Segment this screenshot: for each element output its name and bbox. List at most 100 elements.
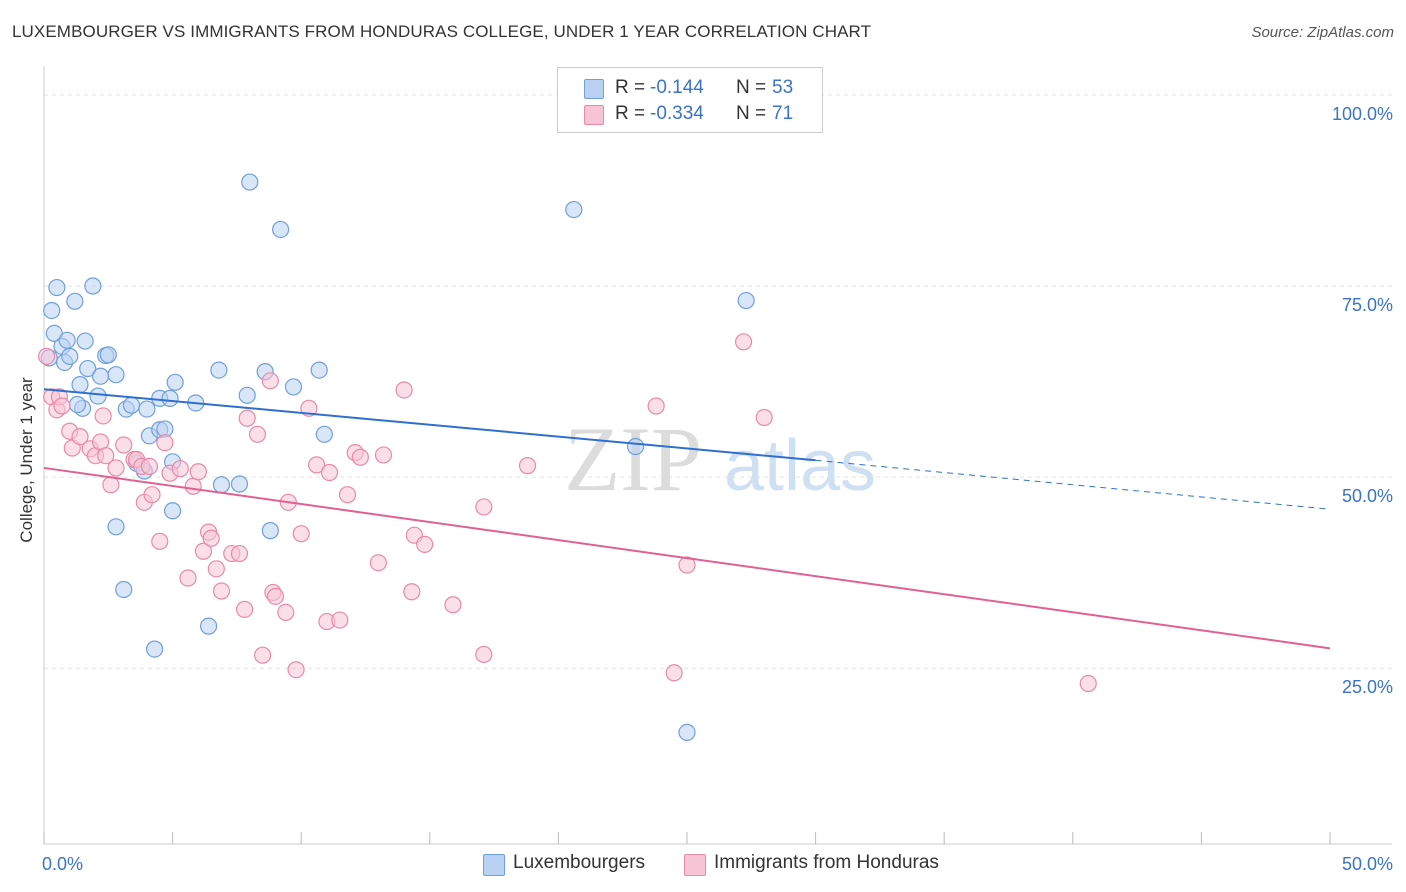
legend-swatch-blue xyxy=(584,79,604,99)
legend-swatch-pink xyxy=(584,105,604,125)
data-point-honduras xyxy=(238,409,256,427)
y-tick-label: 100.0% xyxy=(1332,104,1393,124)
data-point-honduras xyxy=(351,448,369,466)
data-point-honduras xyxy=(212,582,231,600)
legend-n-label: N = xyxy=(736,77,767,98)
legend-r-label: R = xyxy=(615,103,646,124)
watermark-zip: ZIP xyxy=(564,408,702,510)
y-tick-label: 25.0% xyxy=(1342,677,1393,697)
data-point-honduras xyxy=(71,427,89,446)
data-point-honduras xyxy=(338,486,357,504)
source-label: Source: ZipAtlas.com xyxy=(1251,24,1394,41)
data-point-luxembourgers xyxy=(678,723,696,742)
data-point-luxembourgers xyxy=(107,518,125,536)
data-point-honduras xyxy=(156,434,174,452)
legend-r-value: -0.334 xyxy=(650,103,704,124)
data-point-luxembourgers xyxy=(115,580,133,599)
data-point-luxembourgers xyxy=(210,361,228,379)
series-label: Luxembourgers xyxy=(513,852,646,873)
tick-labels: 100.0% 75.0% 50.0% 25.0% 0.0% 50.0% xyxy=(42,104,1393,874)
data-point-honduras xyxy=(194,542,213,560)
data-point-honduras xyxy=(230,544,249,563)
y-tick-label: 50.0% xyxy=(1342,486,1393,506)
trend-line-luxembourgers xyxy=(43,388,816,462)
data-point-luxembourgers xyxy=(68,395,87,414)
data-point-honduras xyxy=(94,407,112,425)
data-point-honduras xyxy=(320,463,339,482)
data-point-honduras xyxy=(140,457,159,476)
series-swatch-pink xyxy=(684,854,706,876)
data-point-honduras xyxy=(755,408,773,427)
data-point-honduras xyxy=(53,397,71,415)
data-point-honduras xyxy=(277,603,295,622)
data-point-luxembourgers xyxy=(58,331,76,349)
data-point-honduras xyxy=(444,596,462,614)
data-point-honduras xyxy=(171,460,189,478)
data-point-luxembourgers xyxy=(315,425,333,443)
data-point-luxembourgers xyxy=(145,640,164,658)
y-tick-label: 75.0% xyxy=(1342,295,1393,315)
data-point-luxembourgers xyxy=(61,347,79,365)
data-point-honduras xyxy=(665,664,683,682)
x-tick-label-max: 50.0% xyxy=(1342,854,1393,874)
legend-n-value: 53 xyxy=(772,77,794,98)
data-point-honduras xyxy=(1079,674,1097,693)
watermark: ZIP atlas xyxy=(564,408,876,510)
data-point-honduras xyxy=(143,486,161,504)
data-point-honduras xyxy=(102,476,120,494)
data-point-luxembourgers xyxy=(89,387,107,405)
trend-line-luxembourgers-projection xyxy=(815,459,1331,510)
data-point-luxembourgers xyxy=(284,378,303,396)
x-tick-label-min: 0.0% xyxy=(42,854,83,874)
data-point-honduras xyxy=(115,436,133,454)
data-point-luxembourgers xyxy=(79,359,97,378)
series-label: Immigrants from Honduras xyxy=(714,852,939,873)
data-point-luxembourgers xyxy=(166,373,184,391)
data-point-luxembourgers xyxy=(91,367,110,385)
data-point-luxembourgers xyxy=(66,292,84,310)
data-point-luxembourgers xyxy=(161,389,179,407)
data-point-luxembourgers xyxy=(737,291,755,310)
data-point-honduras xyxy=(207,560,225,578)
data-point-honduras xyxy=(678,556,696,574)
data-point-honduras xyxy=(261,372,279,390)
data-point-honduras xyxy=(475,645,493,664)
data-point-luxembourgers xyxy=(76,332,94,350)
data-point-honduras xyxy=(151,532,169,550)
data-point-luxembourgers xyxy=(164,502,182,520)
axes xyxy=(43,66,1392,845)
data-point-honduras xyxy=(369,554,387,572)
data-point-honduras xyxy=(266,587,285,605)
legend-r-label: R = xyxy=(615,77,646,98)
series-swatch-blue xyxy=(483,854,505,876)
data-point-luxembourgers xyxy=(43,301,61,320)
data-point-honduras xyxy=(331,611,349,629)
data-point-luxembourgers xyxy=(238,386,256,404)
data-point-luxembourgers xyxy=(99,346,117,364)
data-point-honduras xyxy=(184,477,202,495)
data-point-honduras xyxy=(734,333,753,351)
data-point-honduras xyxy=(395,381,413,399)
data-point-honduras xyxy=(308,456,326,474)
data-point-honduras xyxy=(179,569,197,587)
data-point-honduras xyxy=(107,459,125,477)
data-point-honduras xyxy=(374,446,393,464)
data-point-luxembourgers xyxy=(626,437,645,456)
data-point-honduras xyxy=(518,457,537,475)
data-point-honduras xyxy=(647,397,665,415)
data-point-honduras xyxy=(287,661,305,679)
data-point-luxembourgers xyxy=(200,617,218,635)
data-point-luxembourgers xyxy=(241,173,259,191)
data-point-luxembourgers xyxy=(230,475,249,493)
data-point-luxembourgers xyxy=(48,278,66,297)
legend-r-value: -0.144 xyxy=(650,77,704,98)
data-point-honduras xyxy=(202,529,220,547)
trend-lines xyxy=(43,388,1331,650)
data-point-luxembourgers xyxy=(107,366,125,384)
data-point-luxembourgers xyxy=(261,522,279,540)
legend-n-label: N = xyxy=(736,103,767,124)
trend-line-honduras xyxy=(43,466,1331,650)
correlation-legend: R = -0.144 N = 53 R = -0.334 N = 71 xyxy=(557,67,823,133)
legend-n-value: 71 xyxy=(772,103,794,124)
